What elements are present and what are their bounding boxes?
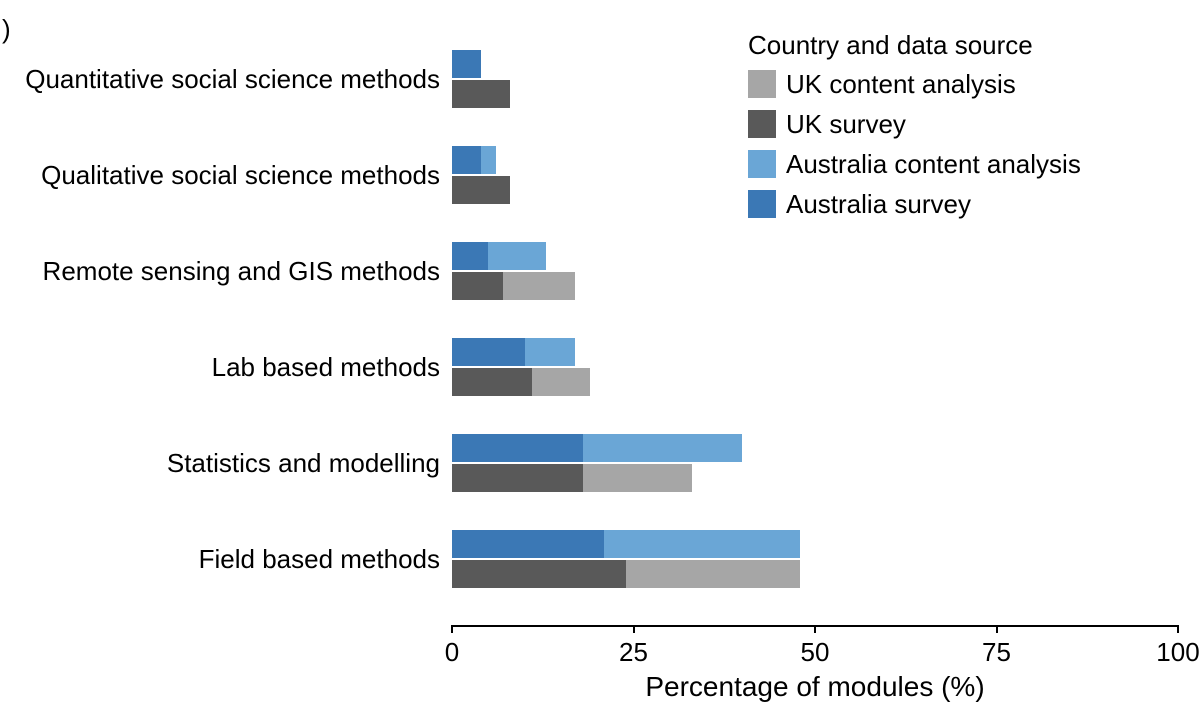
bar-australia-content — [488, 242, 546, 270]
x-axis-tick-label: 0 — [445, 637, 459, 668]
bar-australia-content — [604, 530, 800, 558]
category-label: Remote sensing and GIS methods — [43, 256, 440, 287]
bar-uk-content — [626, 560, 800, 588]
panel-label: ) — [2, 14, 11, 45]
legend-label: UK survey — [786, 109, 906, 140]
bar-uk-survey — [452, 368, 532, 396]
chart-root: ) Quantitative social science methods Qual… — [0, 0, 1200, 710]
bar-uk-content — [583, 464, 692, 492]
bar-australia-survey — [452, 434, 583, 462]
legend-label: Australia survey — [786, 189, 971, 220]
bar-australia-content — [525, 338, 576, 366]
bar-uk-survey — [452, 80, 510, 108]
x-axis-tick — [1177, 625, 1179, 633]
bar-uk-survey — [452, 176, 510, 204]
legend-label: UK content analysis — [786, 69, 1016, 100]
x-axis-tick-label: 50 — [801, 637, 830, 668]
legend-swatch — [748, 70, 776, 98]
bar-uk-content — [503, 272, 576, 300]
x-axis-tick — [633, 625, 635, 633]
bar-australia-survey — [452, 242, 488, 270]
x-axis-title: Percentage of modules (%) — [645, 671, 984, 703]
category-label: Lab based methods — [212, 352, 440, 383]
legend-swatch — [748, 150, 776, 178]
x-axis-tick-label: 100 — [1156, 637, 1199, 668]
x-axis-tick — [996, 625, 998, 633]
bar-uk-content — [532, 368, 590, 396]
bar-australia-survey — [452, 50, 481, 78]
bar-australia-survey — [452, 146, 481, 174]
legend-entry: Australia content analysis — [748, 150, 1081, 178]
x-axis-tick — [451, 625, 453, 633]
legend-swatch — [748, 190, 776, 218]
category-label: Qualitative social science methods — [41, 160, 440, 191]
x-axis-tick-label: 75 — [982, 637, 1011, 668]
bar-uk-survey — [452, 560, 626, 588]
bar-uk-survey — [452, 272, 503, 300]
bar-uk-survey — [452, 464, 583, 492]
bar-australia-content — [583, 434, 743, 462]
x-axis-tick-label: 25 — [619, 637, 648, 668]
legend-label: Australia content analysis — [786, 149, 1081, 180]
legend-title: Country and data source — [748, 30, 1033, 61]
legend-entry: Australia survey — [748, 190, 971, 218]
bar-australia-content — [481, 146, 496, 174]
bar-australia-survey — [452, 338, 525, 366]
legend-swatch — [748, 110, 776, 138]
x-axis-tick — [814, 625, 816, 633]
category-label: Field based methods — [199, 544, 440, 575]
category-label: Quantitative social science methods — [25, 64, 440, 95]
category-label: Statistics and modelling — [167, 448, 440, 479]
legend-entry: UK content analysis — [748, 70, 1016, 98]
legend-entry: UK survey — [748, 110, 906, 138]
bar-australia-survey — [452, 530, 604, 558]
